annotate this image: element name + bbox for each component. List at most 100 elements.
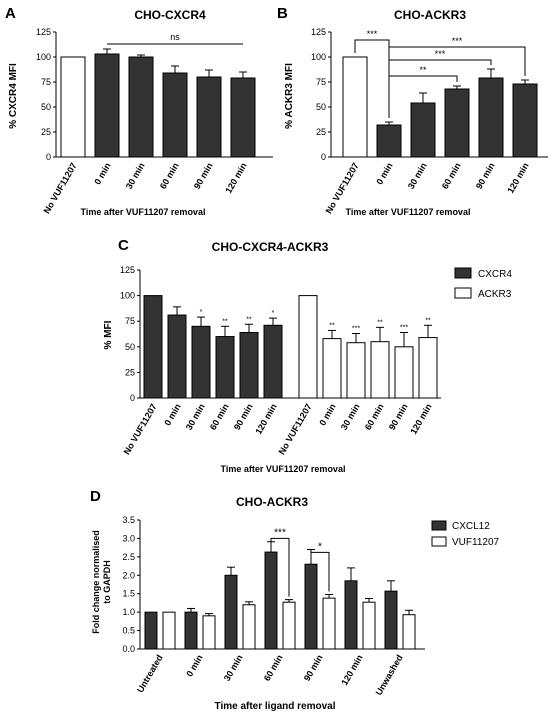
- panel-d-title: CHO-ACKR3: [236, 495, 308, 509]
- panel-b-ytick-label: 50: [316, 102, 326, 112]
- panel-b-ytick-label: 75: [316, 77, 326, 87]
- panel-d-legend-swatch: [431, 536, 447, 547]
- panel-b-x-tick-label: 60 min: [440, 161, 463, 191]
- panel-a-x-tick-label: 120 min: [223, 161, 248, 195]
- panel-b-ylabel: % ACKR3 MFI: [284, 63, 295, 129]
- panel-a-x-tick-label: No VUF11207: [42, 161, 79, 215]
- panel-a-ytick-label: 125: [36, 27, 51, 37]
- panel-a-bar: [162, 72, 188, 158]
- panel-d-ytick-label: 0.0: [122, 644, 135, 654]
- panel-c-ytick-label: 75: [125, 316, 135, 326]
- panel-d-letter: D: [90, 488, 101, 505]
- panel-b-significance-bracket: [388, 46, 526, 76]
- panel-b-significance-bracket: [388, 75, 458, 82]
- panel-b-ytick-label: 25: [316, 127, 326, 137]
- panel-d-bar: [344, 580, 358, 650]
- panel-d-bar: [264, 551, 278, 650]
- panel-a-ytick-label: 100: [36, 52, 51, 62]
- panel-c-x-tick-label: 60 min: [363, 402, 386, 432]
- panel-d-ytick-label: 3.0: [122, 533, 135, 543]
- panel-b-x-tick-label: 120 min: [505, 161, 530, 195]
- panel-a-bar: [128, 56, 154, 158]
- panel-c-x-tick-label: No VUF11207: [277, 402, 314, 456]
- panel-c-bar: [298, 295, 318, 399]
- panel-c-ylabel: % MFI: [103, 320, 114, 349]
- panel-c-ytick-label: 0: [130, 393, 135, 403]
- panel-c-x-tick-label: 30 min: [339, 402, 362, 432]
- panel-d: D CHO-ACKR3 Fold change normalised to GA…: [90, 488, 500, 712]
- panel-d-significance-label: ***: [274, 527, 286, 538]
- panel-a: A CHO-CXCR4 % CXCR4 MFI Time after VUF11…: [5, 5, 273, 217]
- panel-a-bar: [60, 56, 86, 158]
- panel-d-bar: [282, 601, 296, 650]
- panel-c-legend: CXCR4 ACKR3: [454, 267, 512, 300]
- panel-c-bar: [346, 342, 366, 399]
- panel-c-legend-label: ACKR3: [478, 289, 512, 300]
- panel-d-ytick-label: 1.5: [122, 589, 135, 599]
- panel-c-significance-label: *: [200, 309, 203, 316]
- panel-d-ytick-label: 1.0: [122, 607, 135, 617]
- panel-d-x-tick-label: 0 min: [184, 653, 204, 678]
- panel-d-bar: [224, 574, 238, 650]
- panel-c-ytick-label: 125: [120, 265, 135, 275]
- panel-d-x-tick-label: Unwashed: [374, 653, 405, 697]
- panel-b-bar: [444, 88, 470, 158]
- panel-c-bar: [418, 337, 438, 399]
- panel-d-ytick-label: 2.0: [122, 570, 135, 580]
- panel-c-ytick-label: 50: [125, 342, 135, 352]
- panel-d-x-tick-label: 120 min: [339, 653, 364, 687]
- panel-c-x-tick-label: 90 min: [387, 402, 410, 432]
- panel-c-x-tick-label: 0 min: [162, 402, 182, 427]
- panel-c: C CHO-CXCR4-ACKR3 % MFI Time after VUF11…: [103, 237, 512, 474]
- panel-b-bar: [342, 56, 368, 158]
- panel-c-significance-label: **: [425, 317, 431, 324]
- panel-b-ytick-label: 100: [311, 52, 326, 62]
- panel-b-bar: [410, 102, 436, 158]
- panel-b-significance-label: ***: [435, 49, 446, 59]
- panel-c-ytick-label: 25: [125, 367, 135, 377]
- panel-a-bar: [94, 53, 120, 158]
- panel-b-ytick-label: 125: [311, 27, 326, 37]
- panel-c-x-tick-label: 90 min: [232, 402, 255, 432]
- panel-c-x-tick-label: 60 min: [208, 402, 231, 432]
- panel-a-ytick-label: 25: [41, 127, 51, 137]
- panel-b-bar: [376, 124, 402, 158]
- panel-b-title: CHO-ACKR3: [394, 8, 466, 22]
- panel-d-x-tick-label: 30 min: [222, 653, 245, 683]
- panel-b-significance-label: ***: [367, 29, 378, 39]
- panel-d-bar: [362, 601, 376, 650]
- panel-d-bar: [162, 611, 176, 650]
- panel-c-bar: [239, 331, 259, 399]
- panel-d-bar: [184, 611, 198, 650]
- panel-b-x-tick-label: 0 min: [374, 161, 394, 186]
- panel-a-ytick-label: 0: [46, 152, 51, 162]
- panel-a-letter: A: [5, 5, 16, 22]
- panel-a-ylabel: % CXCR4 MFI: [8, 63, 19, 129]
- panel-d-ylabel-line1: Fold change normalised: [91, 530, 101, 634]
- panel-c-bar: [370, 341, 390, 399]
- panel-c-bar: [143, 295, 163, 399]
- panel-d-xlabel: Time after ligand removal: [215, 701, 336, 712]
- panel-d-legend-swatch: [431, 520, 447, 531]
- panel-b-significance-bracket: [388, 59, 492, 65]
- panel-b-xlabel: Time after VUF11207 removal: [346, 207, 471, 217]
- panel-a-ytick-label: 50: [41, 102, 51, 112]
- panel-b-x-tick-label: 30 min: [406, 161, 429, 191]
- panel-c-title: CHO-CXCR4-ACKR3: [212, 240, 329, 254]
- panel-d-significance-label: *: [318, 541, 322, 552]
- panel-a-xlabel: Time after VUF11207 removal: [81, 207, 206, 217]
- panel-d-ytick-label: 2.5: [122, 552, 135, 562]
- panel-b: B CHO-ACKR3 % ACKR3 MFI Time after VUF11…: [277, 5, 548, 217]
- panel-c-significance-label: ***: [352, 325, 360, 332]
- panel-c-bar: [215, 336, 235, 399]
- panel-b-x-tick-label: 90 min: [474, 161, 497, 191]
- panel-d-significance-bracket: [270, 537, 290, 597]
- panel-d-x-tick-label: 90 min: [302, 653, 325, 683]
- panel-c-x-tick-label: 0 min: [317, 402, 337, 427]
- panel-c-bar: [263, 324, 283, 399]
- panel-c-significance-label: **: [329, 322, 335, 329]
- panel-d-bar: [402, 614, 416, 650]
- panel-d-bar: [322, 597, 336, 650]
- panel-a-bar: [196, 76, 222, 158]
